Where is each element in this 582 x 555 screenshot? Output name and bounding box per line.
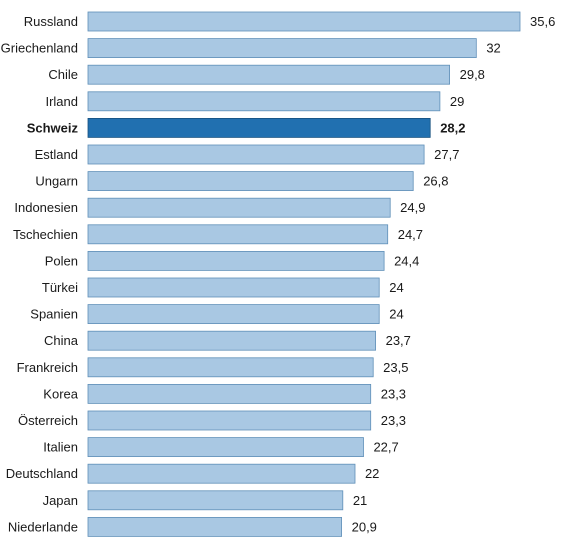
bar-korea <box>87 383 372 404</box>
bar-griechenland <box>87 38 477 58</box>
value-label-deutschland: 22 <box>365 466 379 481</box>
category-label-tschechien: Tschechien <box>13 227 78 242</box>
category-label-japan: Japan <box>43 493 78 508</box>
category-label-russland: Russland <box>24 14 78 29</box>
bar-deutschland <box>87 463 356 484</box>
bar-niederlande <box>87 517 343 537</box>
bar-osterreich <box>87 410 372 431</box>
bar-tschechien <box>87 224 389 245</box>
category-label-griechenland: Griechenland <box>1 41 78 56</box>
bar-irland <box>87 91 441 112</box>
value-label-korea: 23,3 <box>381 386 406 401</box>
category-label-spanien: Spanien <box>30 307 78 322</box>
bar-chile <box>87 64 451 85</box>
value-label-chile: 29,8 <box>460 67 485 82</box>
bar-ungarn <box>87 171 414 192</box>
category-label-chile: Chile <box>48 67 78 82</box>
value-label-russland: 35,6 <box>530 14 555 29</box>
value-label-frankreich: 23,5 <box>383 360 408 375</box>
category-label-irland: Irland <box>45 94 78 109</box>
category-label-ungarn: Ungarn <box>35 174 78 189</box>
bar-frankreich <box>87 357 374 378</box>
bar-italien <box>87 437 364 458</box>
category-label-frankreich: Frankreich <box>17 360 78 375</box>
value-label-griechenland: 32 <box>486 41 500 56</box>
bar-spanien <box>87 304 380 325</box>
category-label-deutschland: Deutschland <box>6 466 78 481</box>
bar-indonesien <box>87 197 391 218</box>
category-label-korea: Korea <box>43 386 78 401</box>
category-label-schweiz: Schweiz <box>27 120 79 135</box>
value-label-italien: 22,7 <box>373 440 398 455</box>
category-label-turkei: Türkei <box>42 280 78 295</box>
value-label-spanien: 24 <box>389 307 403 322</box>
value-label-osterreich: 23,3 <box>381 413 406 428</box>
category-label-niederlande: Niederlande <box>8 519 78 534</box>
bar-estland <box>87 144 425 165</box>
bar-schweiz <box>87 118 431 138</box>
value-label-japan: 21 <box>353 493 367 508</box>
bar-turkei <box>87 277 380 298</box>
category-labels-group: Russland Griechenland Chile Irland Schweiz Es… <box>1 14 79 534</box>
bar-russland <box>87 11 521 32</box>
bar-polen <box>87 250 385 271</box>
value-label-turkei: 24 <box>389 280 403 295</box>
category-label-indonesien: Indonesien <box>14 200 78 215</box>
value-label-schweiz: 28,2 <box>440 120 465 135</box>
category-label-estland: Estland <box>35 147 78 162</box>
value-label-tschechien: 24,7 <box>398 227 423 242</box>
value-label-ungarn: 26,8 <box>423 174 448 189</box>
category-label-polen: Polen <box>45 253 78 268</box>
value-label-china: 23,7 <box>386 333 411 348</box>
value-label-indonesien: 24,9 <box>400 200 425 215</box>
value-label-estland: 27,7 <box>434 147 459 162</box>
category-label-china: China <box>44 333 79 348</box>
value-label-niederlande: 20,9 <box>352 519 377 534</box>
bar-china <box>87 330 377 351</box>
value-label-polen: 24,4 <box>394 253 419 268</box>
value-label-irland: 29 <box>450 94 464 109</box>
bar-japan <box>87 490 344 511</box>
bars-group <box>87 11 521 537</box>
category-label-osterreich: Österreich <box>18 413 78 428</box>
category-label-italien: Italien <box>43 440 78 455</box>
